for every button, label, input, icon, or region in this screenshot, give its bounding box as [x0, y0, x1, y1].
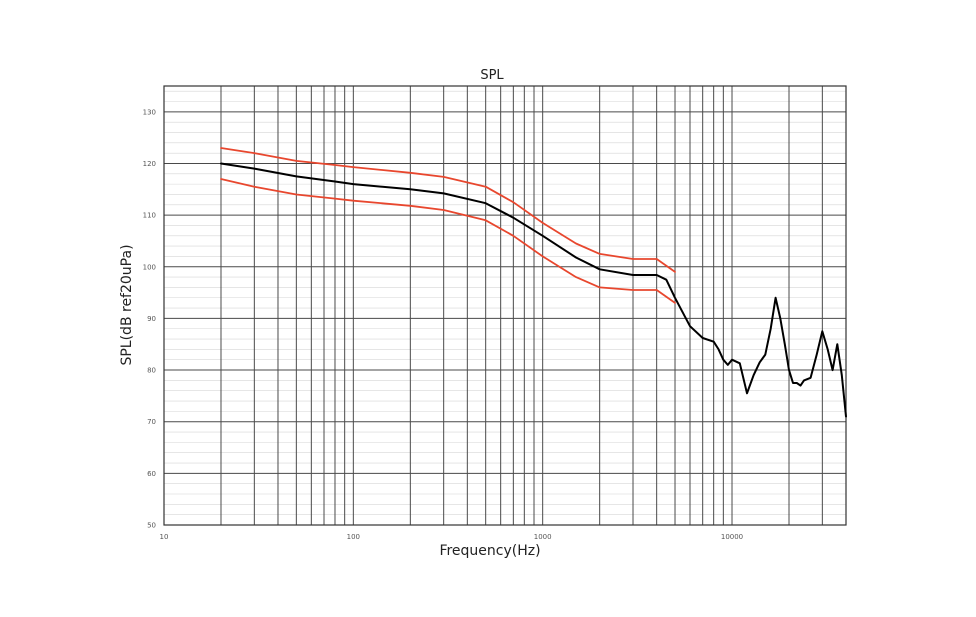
y-tick-label: 130: [143, 108, 156, 116]
x-axis-label: Frequency(Hz): [439, 543, 540, 559]
y-tick-label: 50: [147, 522, 156, 530]
x-tick-label: 10: [160, 533, 169, 541]
y-tick-label: 90: [147, 315, 156, 323]
y-axis-label: SPL(dB ref20uPa): [119, 244, 135, 365]
x-tick-label: 1000: [534, 533, 552, 541]
series-line-3: [220, 178, 676, 304]
series-layer: [220, 147, 847, 418]
x-tick-label: 10000: [721, 533, 743, 541]
series-line-1: [220, 147, 676, 273]
series-line-2: [220, 162, 847, 418]
plot-frame: [163, 85, 847, 526]
y-tick-label: 80: [147, 367, 156, 375]
chart-title: SPL: [480, 68, 504, 83]
y-tick-label: 60: [147, 470, 156, 478]
y-tick-label: 110: [143, 212, 156, 220]
y-tick-label: 120: [143, 160, 156, 168]
x-tick-label: 100: [347, 533, 360, 541]
y-tick-label: 100: [143, 263, 156, 271]
y-tick-label: 70: [147, 418, 156, 426]
major-y-gridlines: [164, 111, 846, 474]
x-gridlines: [220, 86, 823, 525]
tick-labels: 50 60 70 80 90 100 110 120 130 10 100 1000 10000: [143, 108, 744, 541]
plot-area: [164, 86, 846, 525]
